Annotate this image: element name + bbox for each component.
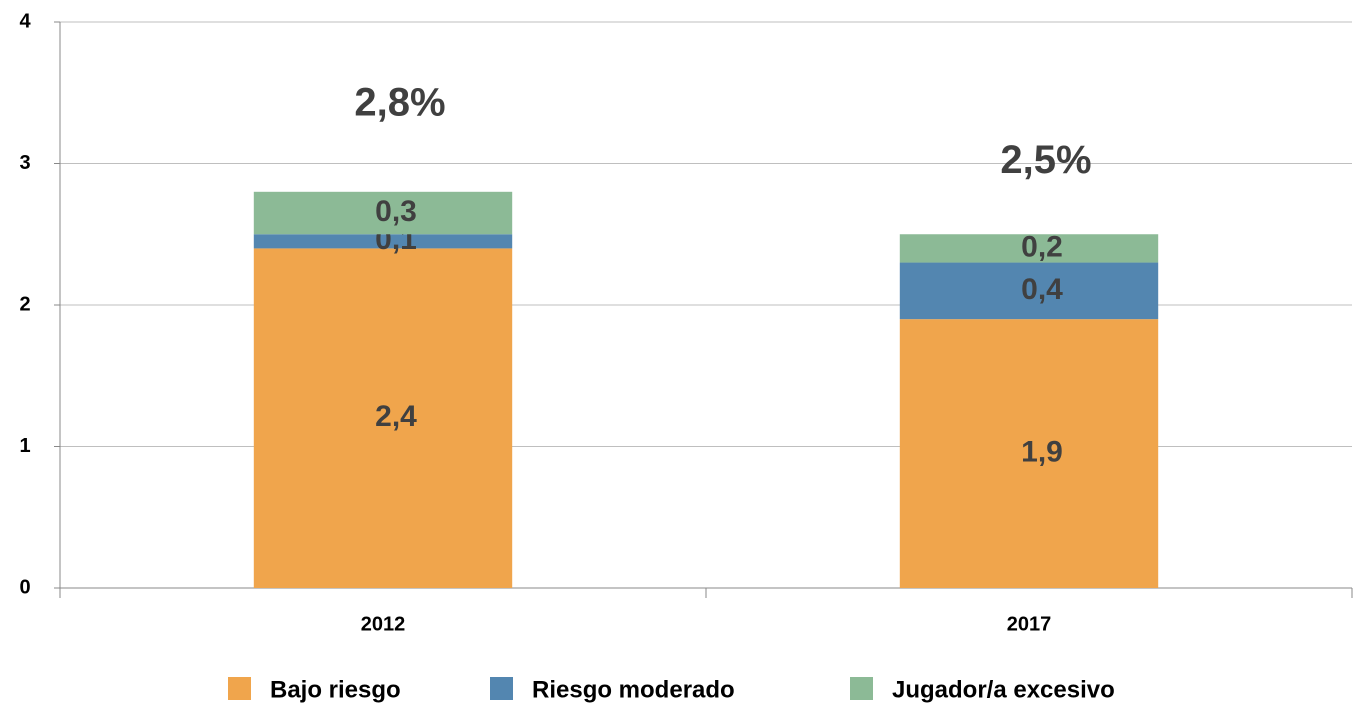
bar-segment [899,319,1159,588]
bar-segment [253,248,513,588]
y-tick-label: 0 [19,576,30,598]
bar-segment [253,234,513,249]
data-label: 1,9 [1021,435,1063,468]
data-label: 0,4 [1021,273,1063,306]
legend-swatch [228,677,251,700]
data-label: 0,3 [375,195,417,228]
data-label: 0,2 [1021,230,1063,263]
legend-label: Jugador/a excesivo [892,676,1115,703]
data-label: 2,4 [375,400,417,433]
bar-segment [899,234,1159,263]
legend-label: Riesgo moderado [532,676,735,703]
legend-label: Bajo riesgo [270,676,401,703]
y-tick-label: 1 [19,435,30,457]
y-tick-label: 4 [19,10,31,32]
legend-swatch [490,677,513,700]
legend-swatch [850,677,873,700]
x-tick-label: 2017 [1007,613,1052,635]
bar-segment [253,191,513,235]
y-tick-label: 2 [19,293,30,315]
y-tick-label: 3 [19,152,30,174]
x-tick-label: 2012 [361,613,406,635]
total-label: 2,5% [1000,138,1091,182]
bar-segment [899,262,1159,320]
total-label: 2,8% [354,80,445,124]
